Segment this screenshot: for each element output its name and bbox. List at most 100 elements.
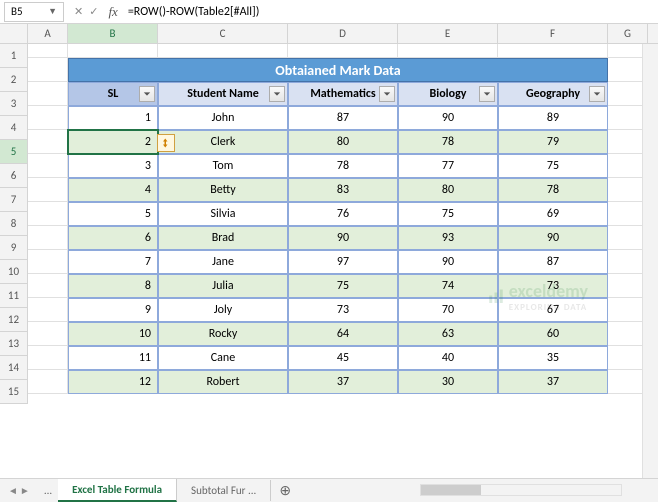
header-bio[interactable]: Biology bbox=[398, 82, 498, 106]
cell-geo[interactable]: 35 bbox=[498, 346, 608, 370]
cell-sl[interactable]: 4 bbox=[68, 178, 158, 202]
cell-empty[interactable] bbox=[288, 44, 398, 58]
cell-empty[interactable] bbox=[28, 226, 68, 250]
cell-name[interactable]: Jane bbox=[158, 250, 288, 274]
row-header-14[interactable]: 14 bbox=[0, 356, 28, 380]
cell-sl[interactable]: 2 bbox=[68, 130, 158, 154]
cell-name[interactable]: John bbox=[158, 106, 288, 130]
cell-math[interactable]: 78 bbox=[288, 154, 398, 178]
cell-empty[interactable] bbox=[28, 202, 68, 226]
name-box-dropdown-icon[interactable]: ▼ bbox=[48, 6, 57, 17]
cell-math[interactable]: 73 bbox=[288, 298, 398, 322]
enter-icon[interactable]: ✓ bbox=[89, 5, 98, 18]
filter-dropdown-icon[interactable] bbox=[379, 86, 395, 102]
row-header-8[interactable]: 8 bbox=[0, 212, 28, 236]
cell-empty[interactable] bbox=[28, 370, 68, 394]
cell-bio[interactable]: 77 bbox=[398, 154, 498, 178]
cell-geo[interactable]: 89 bbox=[498, 106, 608, 130]
table-title[interactable]: Obtaianed Mark Data bbox=[68, 58, 608, 82]
tab-nav[interactable]: ◄ ► bbox=[0, 484, 38, 497]
cell-empty[interactable] bbox=[28, 298, 68, 322]
cell-empty[interactable] bbox=[28, 322, 68, 346]
header-name[interactable]: Student Name bbox=[158, 82, 288, 106]
cell-bio[interactable]: 40 bbox=[398, 346, 498, 370]
filter-dropdown-icon[interactable] bbox=[479, 86, 495, 102]
cell-bio[interactable]: 63 bbox=[398, 322, 498, 346]
cell-geo[interactable]: 73 bbox=[498, 274, 608, 298]
cell-math[interactable]: 97 bbox=[288, 250, 398, 274]
col-header-C[interactable]: C bbox=[158, 24, 288, 43]
cell-geo[interactable]: 75 bbox=[498, 154, 608, 178]
filter-dropdown-icon[interactable] bbox=[269, 86, 285, 102]
cell-name[interactable]: Silvia bbox=[158, 202, 288, 226]
tab-ellipsis[interactable]: ... bbox=[38, 484, 58, 497]
cell-bio[interactable]: 74 bbox=[398, 274, 498, 298]
cells-area[interactable]: Obtaianed Mark DataSLStudent NameMathema… bbox=[28, 44, 648, 394]
cell-sl[interactable]: 7 bbox=[68, 250, 158, 274]
header-sl[interactable]: SL bbox=[68, 82, 158, 106]
tab-nav-prev-icon[interactable]: ◄ bbox=[8, 484, 18, 497]
cell-name[interactable]: Rocky bbox=[158, 322, 288, 346]
cell-empty[interactable] bbox=[28, 58, 68, 82]
cell-math[interactable]: 90 bbox=[288, 226, 398, 250]
cell-empty[interactable] bbox=[68, 44, 158, 58]
cell-empty[interactable] bbox=[28, 82, 68, 106]
cell-geo[interactable]: 69 bbox=[498, 202, 608, 226]
vertical-scrollbar[interactable] bbox=[642, 44, 658, 478]
cell-empty[interactable] bbox=[28, 154, 68, 178]
row-header-9[interactable]: 9 bbox=[0, 236, 28, 260]
filter-dropdown-icon[interactable] bbox=[589, 86, 605, 102]
cell-name[interactable]: Joly bbox=[158, 298, 288, 322]
row-header-6[interactable]: 6 bbox=[0, 164, 28, 188]
cell-name[interactable]: Brad bbox=[158, 226, 288, 250]
row-header-13[interactable]: 13 bbox=[0, 332, 28, 356]
cell-empty[interactable] bbox=[28, 250, 68, 274]
cell-bio[interactable]: 78 bbox=[398, 130, 498, 154]
header-math[interactable]: Mathematics bbox=[288, 82, 398, 106]
cell-math[interactable]: 76 bbox=[288, 202, 398, 226]
cell-name[interactable]: Julia bbox=[158, 274, 288, 298]
horizontal-scrollbar[interactable] bbox=[380, 478, 642, 502]
cell-bio[interactable]: 80 bbox=[398, 178, 498, 202]
cell-empty[interactable] bbox=[28, 178, 68, 202]
formula-input[interactable]: =ROW()-ROW(Table2[#All]) bbox=[122, 3, 658, 21]
row-header-15[interactable]: 15 bbox=[0, 380, 28, 404]
tab-active[interactable]: Excel Table Formula bbox=[58, 479, 177, 502]
cell-geo[interactable]: 67 bbox=[498, 298, 608, 322]
header-geo[interactable]: Geography bbox=[498, 82, 608, 106]
filter-dropdown-icon[interactable] bbox=[139, 86, 155, 102]
cell-bio[interactable]: 90 bbox=[398, 106, 498, 130]
cell-sl[interactable]: 10 bbox=[68, 322, 158, 346]
col-header-G[interactable]: G bbox=[608, 24, 648, 43]
cell-math[interactable]: 45 bbox=[288, 346, 398, 370]
cell-empty[interactable] bbox=[158, 44, 288, 58]
cell-empty[interactable] bbox=[28, 44, 68, 58]
row-header-12[interactable]: 12 bbox=[0, 308, 28, 332]
cell-empty[interactable] bbox=[498, 44, 608, 58]
row-header-7[interactable]: 7 bbox=[0, 188, 28, 212]
cell-geo[interactable]: 60 bbox=[498, 322, 608, 346]
cell-bio[interactable]: 70 bbox=[398, 298, 498, 322]
cell-empty[interactable] bbox=[28, 346, 68, 370]
cell-sl[interactable]: 6 bbox=[68, 226, 158, 250]
cell-empty[interactable] bbox=[28, 106, 68, 130]
row-header-1[interactable]: 1 bbox=[0, 44, 28, 68]
cell-empty[interactable] bbox=[398, 44, 498, 58]
cell-bio[interactable]: 93 bbox=[398, 226, 498, 250]
cell-bio[interactable]: 30 bbox=[398, 370, 498, 394]
cell-bio[interactable]: 75 bbox=[398, 202, 498, 226]
autofill-options-icon[interactable] bbox=[157, 134, 175, 152]
tab-nav-next-icon[interactable]: ► bbox=[20, 484, 30, 497]
cell-empty[interactable] bbox=[28, 274, 68, 298]
cell-name[interactable]: Cane bbox=[158, 346, 288, 370]
cell-geo[interactable]: 78 bbox=[498, 178, 608, 202]
row-header-3[interactable]: 3 bbox=[0, 92, 28, 116]
cell-math[interactable]: 64 bbox=[288, 322, 398, 346]
cell-name[interactable]: Tom bbox=[158, 154, 288, 178]
cell-geo[interactable]: 87 bbox=[498, 250, 608, 274]
cell-bio[interactable]: 90 bbox=[398, 250, 498, 274]
cell-sl[interactable]: 1 bbox=[68, 106, 158, 130]
col-header-E[interactable]: E bbox=[398, 24, 498, 43]
cell-sl[interactable]: 5 bbox=[68, 202, 158, 226]
tab-other[interactable]: Subtotal Fur ... bbox=[177, 480, 271, 501]
